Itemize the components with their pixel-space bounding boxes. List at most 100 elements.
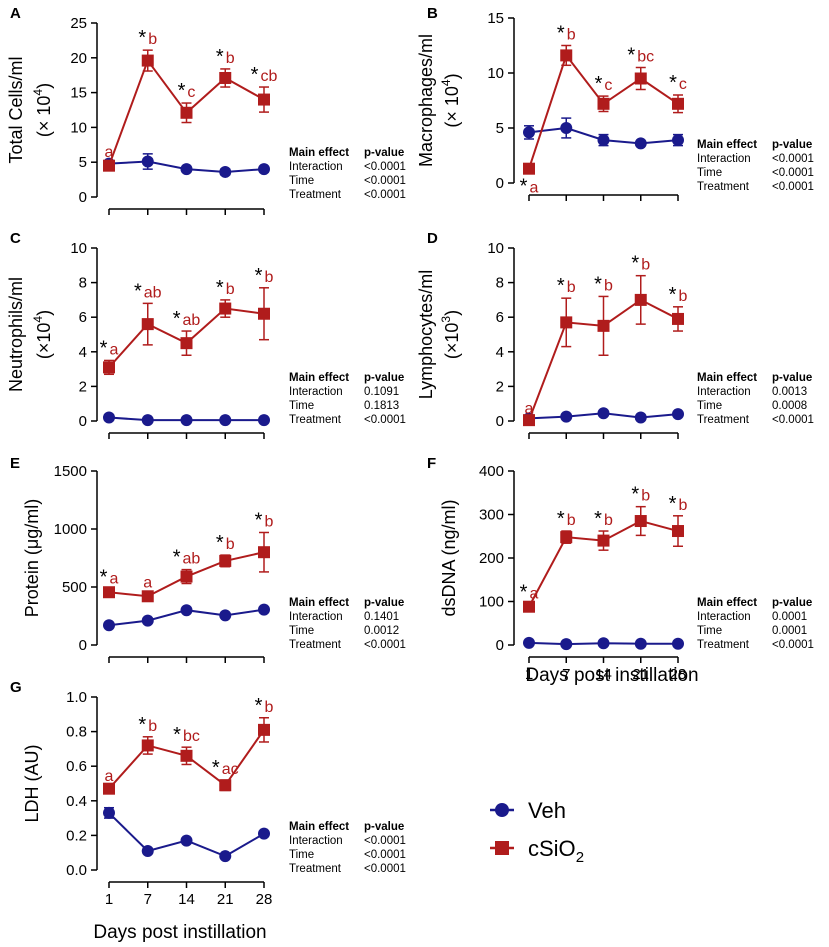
series-line — [108, 812, 265, 858]
significance-label: * b — [557, 508, 576, 530]
stats-p-value: <0.0001 — [772, 639, 814, 651]
y-tick-label: 1000 — [54, 521, 87, 538]
data-point-csio2 — [597, 97, 610, 110]
y-axis-unit: (×104) — [31, 310, 54, 359]
significance-letter: b — [641, 257, 650, 274]
stats-table: Main effect p-value Interaction 0.1401 Time 0… — [289, 597, 406, 651]
data-point-csio2 — [523, 162, 535, 175]
x-tick-label: 28 — [670, 666, 687, 683]
significance-letter: a — [529, 586, 538, 603]
stats-effect: Interaction — [697, 153, 751, 165]
series-csio2: * a* b* c* bc* c — [520, 23, 687, 198]
y-axis-unit-close: ) — [34, 83, 54, 89]
y-tick-label: 300 — [479, 507, 504, 524]
significance-label: * b — [669, 284, 688, 306]
stats-effect: Time — [289, 849, 314, 861]
significance-label: * b — [594, 273, 613, 295]
significance-label: * b — [557, 275, 576, 297]
significance-label: a — [105, 768, 114, 785]
y-axis-unit-close: ) — [442, 310, 462, 316]
significance-star: * — [631, 484, 639, 506]
significance-letter: a — [529, 180, 538, 197]
significance-letter: b — [226, 536, 235, 553]
series-csio2: * a* ab* ab* b* b — [100, 265, 273, 376]
y-tick-label: 0 — [79, 189, 87, 206]
stats-effect: Time — [289, 625, 314, 637]
y-tick-label: 2 — [79, 378, 87, 395]
stats-header-p: p-value — [364, 597, 404, 609]
data-point-veh — [634, 411, 647, 424]
stats-header-p: p-value — [772, 597, 812, 609]
x-tick-label: 7 — [562, 666, 570, 683]
stats-effect: Treatment — [289, 639, 342, 651]
data-point-csio2 — [634, 72, 647, 85]
significance-label: * c — [669, 72, 687, 94]
data-point-veh — [103, 806, 115, 819]
y-axis-unit-base: (× 10 — [34, 96, 54, 138]
stats-header-effect: Main effect — [697, 372, 757, 384]
stats-header-effect: Main effect — [697, 139, 757, 151]
data-point-csio2 — [103, 782, 115, 795]
data-point-veh — [597, 637, 610, 650]
significance-star: * — [557, 23, 565, 45]
stats-effect: Interaction — [289, 835, 343, 847]
legend-csio2-sub: 2 — [576, 849, 584, 866]
stats-effect: Treatment — [697, 639, 750, 651]
significance-star: * — [100, 337, 108, 359]
x-tick-label: 1 — [105, 891, 113, 908]
data-point-csio2 — [258, 93, 270, 106]
y-tick-label: 8 — [79, 275, 87, 292]
stats-table: Main effect p-value Interaction <0.0001 Time… — [289, 821, 406, 875]
series-veh — [523, 407, 684, 425]
significance-letter: a — [109, 570, 118, 587]
significance-label: * b — [631, 253, 650, 275]
data-point-csio2 — [141, 739, 154, 752]
y-axis-unit-base: (×10 — [442, 323, 462, 360]
series-veh — [103, 806, 270, 863]
stats-effect: Time — [697, 167, 722, 179]
data-point-veh — [258, 163, 270, 176]
panel-letter: D — [427, 230, 438, 247]
x-tick-label: 14 — [178, 891, 195, 908]
stats-p-value: 0.0001 — [772, 611, 807, 623]
data-point-csio2 — [103, 586, 115, 599]
data-point-csio2 — [258, 546, 270, 559]
data-point-csio2 — [141, 54, 154, 67]
significance-letter: b — [678, 497, 687, 514]
y-axis-unit-base: (×10 — [34, 323, 54, 360]
stats-p-value: 0.0001 — [772, 625, 807, 637]
stats-effect: Treatment — [289, 414, 342, 426]
data-point-veh — [180, 834, 193, 847]
y-tick-label: 0.4 — [66, 793, 87, 810]
y-axis-unit-exponent: 4 — [439, 79, 453, 86]
significance-label: * c — [595, 73, 613, 95]
y-tick-label: 4 — [79, 344, 87, 361]
y-axis-title: Protein (μg/ml) — [22, 499, 42, 617]
stats-p-value: 0.1091 — [364, 386, 399, 398]
data-point-veh — [219, 414, 232, 427]
y-tick-label: 5 — [496, 120, 504, 137]
significance-letter: a — [525, 400, 534, 417]
stats-p-value: <0.0001 — [364, 835, 406, 847]
y-axis-unit-close: ) — [442, 73, 462, 79]
data-point-veh — [141, 844, 154, 857]
series-veh — [103, 603, 270, 632]
data-point-csio2 — [141, 318, 154, 331]
significance-label: * b — [255, 509, 274, 531]
y-axis-unit-exponent: 4 — [31, 316, 45, 323]
significance-star: * — [255, 695, 263, 717]
y-tick-label: 15 — [70, 85, 87, 102]
significance-star: * — [173, 547, 181, 569]
significance-label: * b — [631, 484, 650, 506]
panel-letter: A — [10, 5, 21, 22]
stats-effect: Time — [289, 175, 314, 187]
stats-header-effect: Main effect — [289, 372, 349, 384]
significance-letter: a — [105, 144, 114, 161]
stats-p-value: <0.0001 — [364, 414, 406, 426]
significance-star: * — [520, 176, 528, 198]
